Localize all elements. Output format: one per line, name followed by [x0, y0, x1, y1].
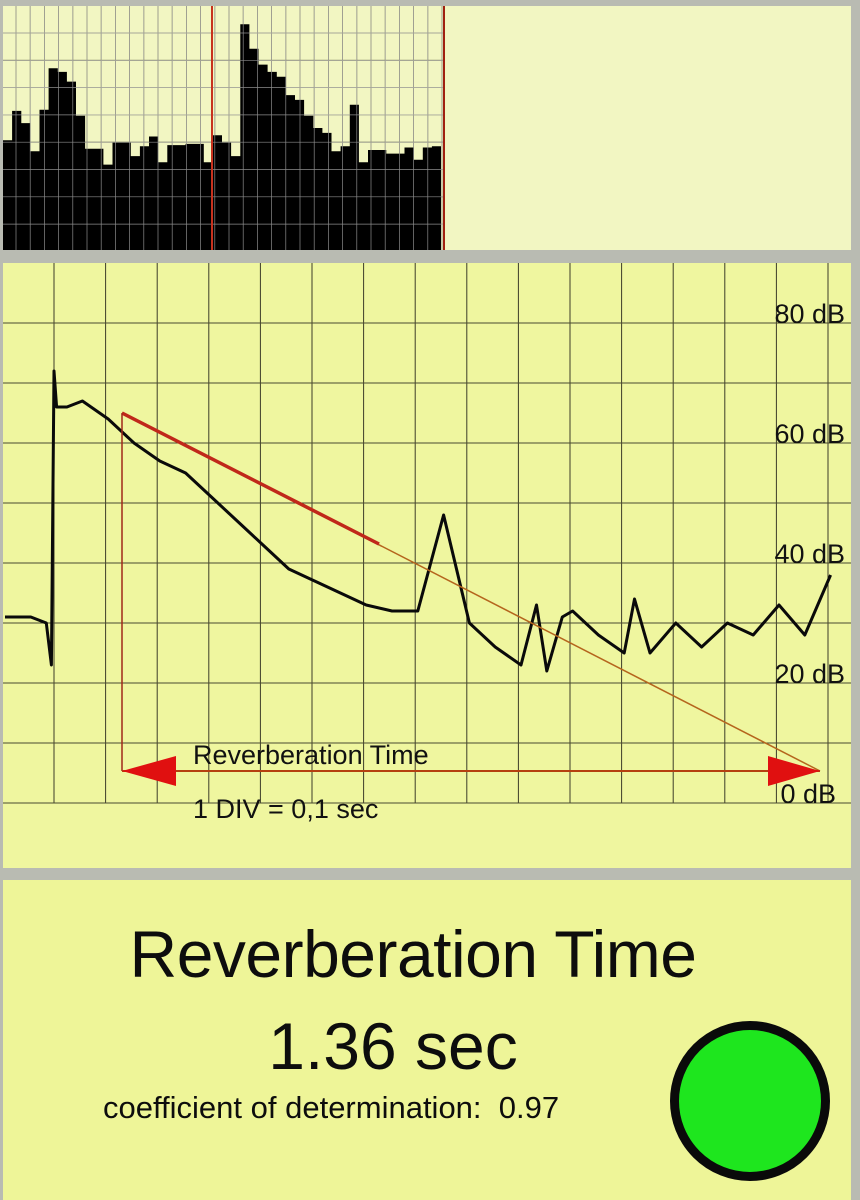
waveform-overview-panel[interactable] [3, 6, 851, 250]
overview-waveform [3, 24, 441, 250]
y-label-60: 60 dB [774, 419, 845, 449]
y-label-80: 80 dB [774, 299, 845, 329]
decay-curve [5, 369, 832, 673]
arrow-right-head-icon [768, 756, 820, 786]
y-label-20: 20 dB [774, 659, 845, 689]
waveform-overview-chart [3, 6, 445, 250]
y-label-0: 0 dB [780, 779, 836, 809]
y-label-40: 40 dB [774, 539, 845, 569]
overview-grid-overlay [3, 6, 444, 250]
status-indicator-icon [670, 1021, 830, 1181]
arrow-label: Reverberation Time [193, 740, 429, 770]
regression-fit-segment [121, 411, 380, 546]
result-panel: Reverberation Time 1.36 sec coefficient … [3, 880, 851, 1200]
decay-chart: 80 dB 60 dB 40 dB 20 dB 0 dB Reverberati… [3, 263, 851, 824]
coefficient-of-determination: coefficient of determination: 0.97 [103, 1090, 560, 1125]
result-value: 1.36 sec [268, 1009, 518, 1083]
result-title: Reverberation Time [129, 917, 697, 991]
decay-chart-panel: 80 dB 60 dB 40 dB 20 dB 0 dB Reverberati… [3, 263, 851, 868]
decay-chart-grid [3, 263, 851, 804]
arrow-left-head-icon [122, 756, 176, 786]
scale-label: 1 DIV = 0,1 sec [193, 794, 378, 824]
